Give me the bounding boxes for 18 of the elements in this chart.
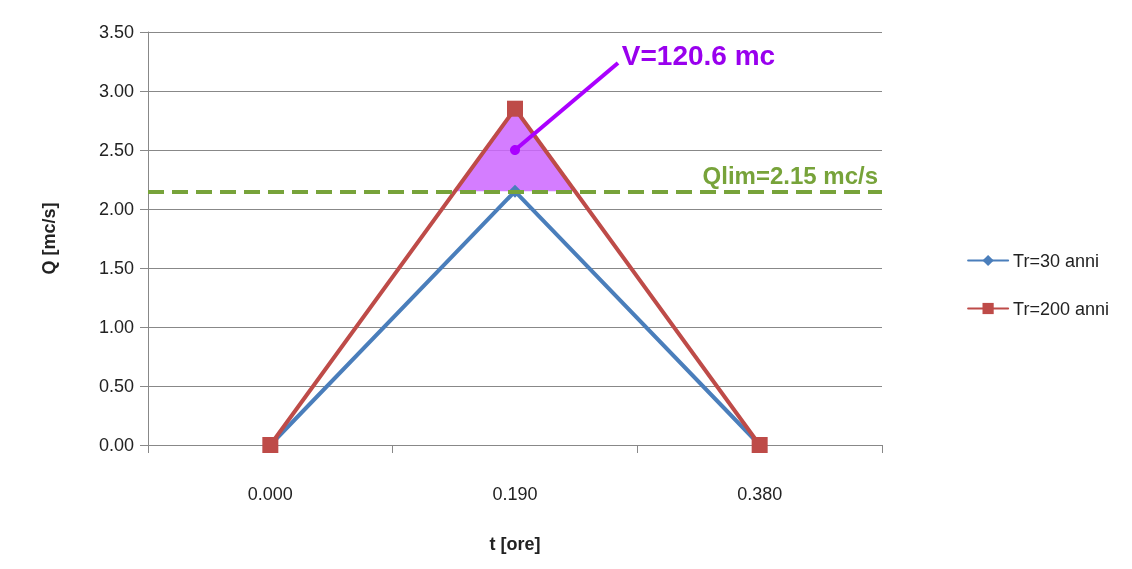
y-tick-label: 3.00 [98,81,134,101]
point [507,100,523,117]
y-tick-label: 3.50 [98,22,134,42]
y-tick-label: 2.50 [98,140,134,160]
y-tick-label: 0.00 [98,435,134,455]
ref-line-label: Qlim=2.15 mc/s [702,161,878,189]
x-axis-title: t [ore] [489,534,541,554]
x-tick-label: 0.380 [737,484,783,504]
y-tick-label: 1.00 [98,317,134,337]
y-tick-label: 0.50 [98,376,134,396]
legend-label: Tr=30 anni [1013,250,1099,271]
legend-label: Tr=200 anni [1013,298,1110,319]
annotation: V=120.6 mc [621,40,776,72]
y-axis-title: Q [mc/s] [39,202,59,275]
y-tick-label: 2.00 [98,199,134,219]
y-tick-label: 1.50 [98,258,134,278]
x-tick-label: 0.000 [247,484,293,504]
x-tick-label: 0.190 [492,484,538,504]
